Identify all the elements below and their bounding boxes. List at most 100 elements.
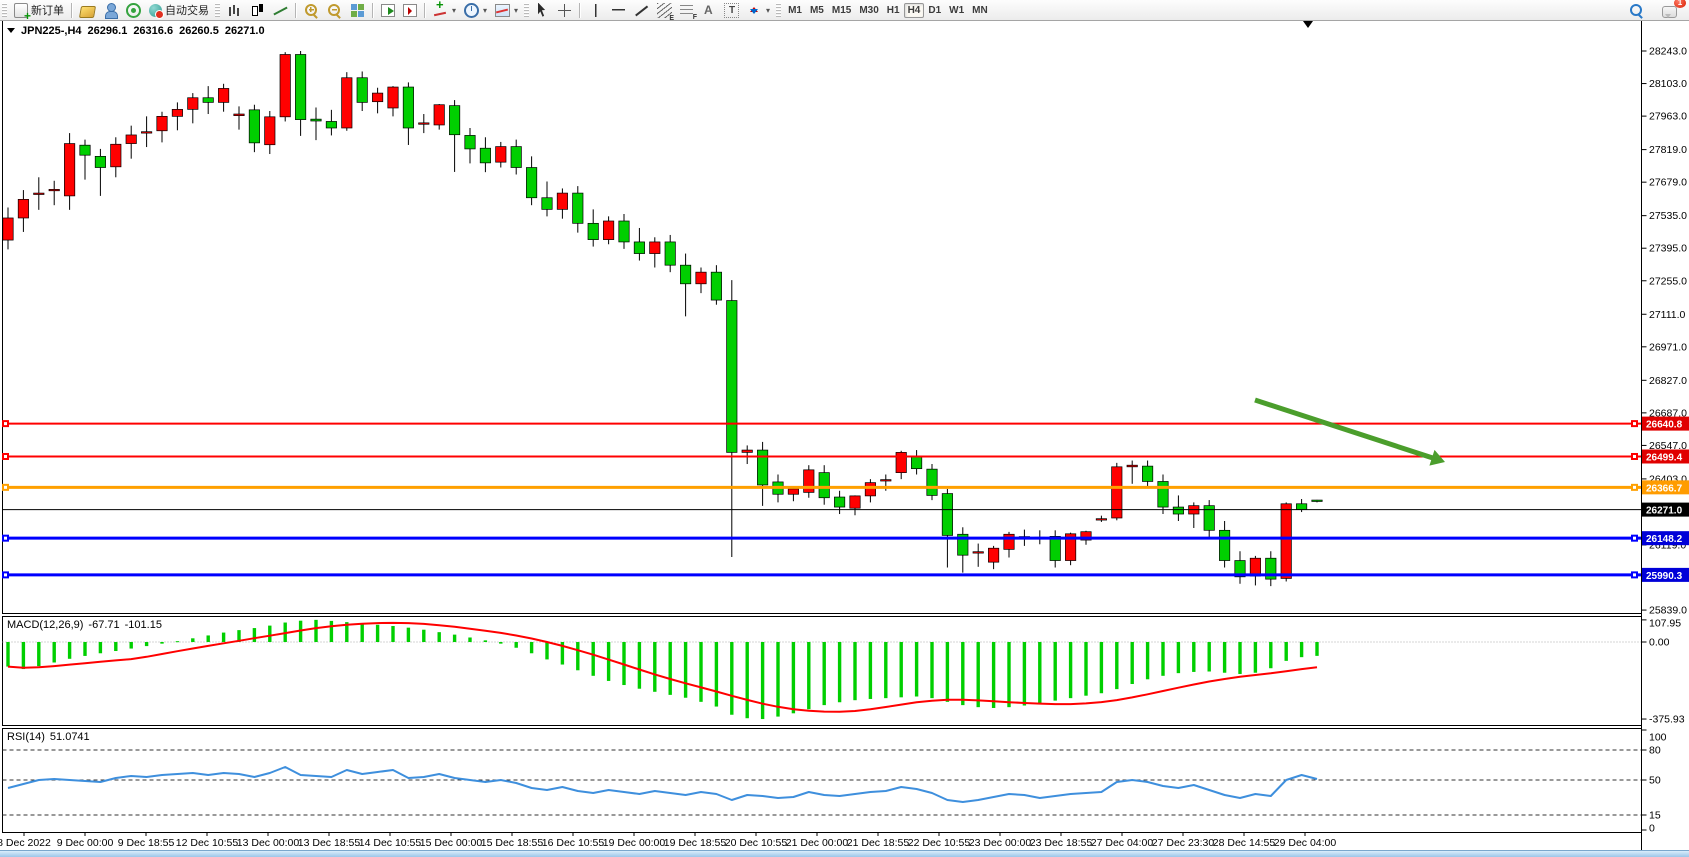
- candle-body: [849, 495, 861, 509]
- chevron-down-icon[interactable]: ▾: [766, 5, 771, 15]
- macd-histogram-bar: [391, 626, 395, 642]
- tf-m15[interactable]: M15: [828, 3, 855, 18]
- zoom-in-button[interactable]: [300, 1, 323, 20]
- candle-body: [64, 143, 76, 197]
- tf-w1[interactable]: W1: [945, 3, 968, 18]
- cursor-button[interactable]: [532, 1, 553, 20]
- trendline-icon: [634, 3, 649, 18]
- signals-button[interactable]: [122, 1, 145, 20]
- new-order-button-label: 新订单: [31, 5, 64, 17]
- zoom-out-icon: [327, 3, 342, 18]
- time-label: 15 Dec 18:55: [481, 837, 544, 849]
- indicators-button[interactable]: ▾: [429, 0, 460, 20]
- candle-body: [926, 468, 938, 496]
- tile-windows-button[interactable]: [346, 1, 369, 20]
- trend-arrow-head[interactable]: [1429, 449, 1445, 466]
- vertical-line-button[interactable]: [584, 1, 607, 20]
- macd-histogram-bar: [1022, 642, 1027, 706]
- tf-m1[interactable]: M1: [784, 3, 806, 18]
- bar-chart-button[interactable]: [223, 1, 246, 20]
- new-order-button[interactable]: 新订单: [10, 0, 68, 23]
- new-chart-button[interactable]: [76, 1, 99, 20]
- hline-left-handle-dot: [4, 454, 7, 458]
- chat-button[interactable]: 1: [1658, 0, 1686, 20]
- tf-m30-label: M30: [859, 4, 879, 16]
- macd-histogram-bar: [837, 642, 842, 703]
- tf-m5-label: M5: [809, 4, 824, 16]
- time-label: 19 Dec 18:55: [664, 837, 727, 849]
- tf-d1[interactable]: D1: [924, 3, 945, 18]
- price-tick-label: 26827.0: [1649, 375, 1687, 387]
- macd-histogram-bar: [1222, 642, 1227, 673]
- candle-body: [295, 54, 307, 120]
- main-toolbar: 新订单 自动交易 ▾ ▾ ▾ ▾ M1 M5 M15 M30 H1 H4 D1 W1 MN 1: [0, 0, 1689, 23]
- horizontal-line-button[interactable]: [607, 1, 630, 20]
- tf-m5[interactable]: M5: [806, 3, 828, 18]
- toolbar-grip[interactable]: [215, 3, 220, 17]
- macd-histogram-bar: [360, 623, 364, 642]
- macd-histogram-bar: [483, 640, 488, 642]
- time-label: 16 Dec 10:55: [542, 837, 605, 849]
- macd-histogram-bar: [991, 642, 996, 708]
- macd-histogram-bar: [576, 642, 580, 671]
- trendline-button[interactable]: [630, 1, 653, 20]
- chevron-down-icon[interactable]: ▾: [514, 5, 519, 15]
- clock-icon: [464, 2, 480, 18]
- tf-mn[interactable]: MN: [968, 3, 992, 18]
- tf-m1-label: M1: [788, 4, 802, 16]
- profiles-button[interactable]: [99, 1, 122, 20]
- toolbar-grip[interactable]: [2, 3, 7, 17]
- arrows-button[interactable]: ▾: [743, 1, 774, 20]
- tf-m30[interactable]: M30: [855, 3, 882, 18]
- chart-shift-button[interactable]: [399, 1, 421, 19]
- tf-h1[interactable]: H1: [883, 3, 904, 18]
- hline-left-handle-dot: [4, 422, 7, 426]
- hline-right-handle-dot: [1633, 485, 1636, 489]
- price-axis[interactable]: [1641, 20, 1689, 851]
- templates-button[interactable]: ▾: [491, 1, 522, 19]
- time-label: 14 Dec 10:55: [359, 837, 422, 849]
- fibonacci-button[interactable]: [676, 2, 697, 21]
- signals-icon: [126, 2, 141, 18]
- toolbar-grip[interactable]: [776, 3, 782, 17]
- macd-histogram-bar: [406, 627, 411, 642]
- candlestick-button[interactable]: [246, 1, 269, 20]
- price-tick-label: 28243.0: [1649, 46, 1687, 58]
- macd-histogram-bar: [899, 642, 903, 698]
- search-button[interactable]: [1625, 1, 1648, 20]
- tf-h4[interactable]: H4: [903, 2, 925, 18]
- auto-scroll-button[interactable]: [377, 1, 399, 19]
- candle-body: [957, 533, 969, 556]
- candle-body: [603, 220, 615, 240]
- time-axis[interactable]: [0, 832, 1641, 851]
- chart-high: 26316.6: [133, 24, 174, 37]
- zoom-out-button[interactable]: [323, 1, 346, 20]
- autotrading-icon: [149, 3, 164, 19]
- tf-h1-label: H1: [886, 4, 900, 16]
- crosshair-button[interactable]: [553, 1, 576, 20]
- time-label: 15 Dec 00:00: [420, 837, 483, 849]
- chart-canvas[interactable]: 28243.0 28103.0 27963.0 27819.0 27679.0 27535…: [0, 20, 1689, 857]
- toolbar-grip[interactable]: [524, 3, 530, 17]
- label-button[interactable]: [720, 1, 743, 20]
- periods-button[interactable]: ▾: [460, 1, 491, 20]
- macd-histogram-bar: [329, 620, 334, 642]
- chevron-down-icon[interactable]: ▾: [452, 5, 457, 15]
- time-label: 23 Dec 18:55: [1030, 837, 1093, 849]
- macd-histogram-bar: [868, 642, 873, 699]
- text-button[interactable]: [697, 1, 720, 20]
- macd-histogram-bar: [1269, 642, 1273, 669]
- time-label: 13 Dec 00:00: [237, 837, 300, 849]
- macd-histogram-bar: [745, 642, 749, 719]
- time-label: 22 Dec 10:55: [908, 837, 971, 849]
- chevron-down-icon[interactable]: [7, 28, 15, 37]
- chevron-down-icon[interactable]: ▾: [483, 5, 488, 15]
- price-badge-label: 26148.2: [1646, 534, 1683, 545]
- chart-shift-marker-icon[interactable]: [1303, 21, 1313, 33]
- channel-button[interactable]: [653, 1, 676, 22]
- candle-body: [48, 189, 60, 192]
- line-chart-button[interactable]: [269, 1, 292, 20]
- candle-body: [895, 452, 907, 473]
- autotrading-button[interactable]: 自动交易: [145, 0, 213, 20]
- trend-arrow-line[interactable]: [1254, 397, 1437, 462]
